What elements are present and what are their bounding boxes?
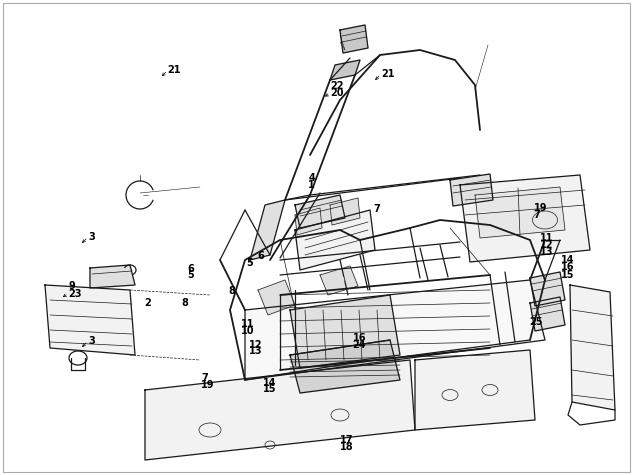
Text: 5: 5 (187, 270, 194, 281)
Text: 14: 14 (263, 378, 276, 388)
Polygon shape (340, 25, 368, 53)
Polygon shape (570, 285, 615, 410)
Polygon shape (530, 297, 565, 331)
Polygon shape (415, 350, 535, 430)
Text: 3: 3 (88, 336, 95, 346)
Text: 25: 25 (529, 317, 542, 327)
Polygon shape (145, 360, 415, 460)
Text: 18: 18 (340, 442, 354, 453)
Text: 9: 9 (68, 281, 75, 292)
Text: 17: 17 (340, 435, 353, 446)
Text: 13: 13 (249, 346, 262, 357)
Text: 24: 24 (353, 340, 366, 350)
Text: 15: 15 (263, 384, 276, 395)
Text: 19: 19 (534, 202, 547, 213)
Text: 21: 21 (381, 69, 394, 79)
Polygon shape (460, 175, 590, 262)
Text: 7: 7 (373, 204, 380, 214)
Text: 15: 15 (561, 269, 574, 280)
Text: 4: 4 (308, 173, 315, 183)
Polygon shape (320, 266, 358, 295)
Text: 12: 12 (249, 340, 262, 350)
Polygon shape (295, 195, 345, 228)
Text: 23: 23 (68, 288, 82, 299)
Polygon shape (45, 285, 135, 355)
Polygon shape (258, 280, 295, 315)
Text: 6: 6 (187, 264, 194, 274)
Text: 21: 21 (168, 65, 181, 76)
Polygon shape (530, 272, 565, 306)
Circle shape (271, 291, 279, 299)
Text: 10: 10 (241, 325, 254, 336)
Text: 11: 11 (241, 319, 254, 329)
Text: 20: 20 (330, 88, 344, 98)
Polygon shape (450, 174, 493, 206)
Polygon shape (90, 265, 135, 288)
Polygon shape (475, 187, 565, 238)
Text: 7: 7 (201, 372, 208, 383)
Polygon shape (295, 210, 375, 270)
Text: 3: 3 (88, 232, 95, 242)
Text: 8: 8 (228, 285, 235, 296)
Text: 6: 6 (258, 250, 265, 261)
Text: 13: 13 (540, 247, 553, 257)
Text: 16: 16 (561, 262, 574, 272)
Text: 8: 8 (181, 297, 188, 308)
Polygon shape (295, 208, 322, 235)
Polygon shape (245, 280, 545, 380)
Polygon shape (250, 200, 285, 260)
Text: 1: 1 (308, 180, 315, 190)
Text: 11: 11 (540, 233, 553, 243)
Text: 19: 19 (201, 380, 215, 390)
Text: 12: 12 (540, 240, 553, 250)
Polygon shape (290, 340, 400, 393)
Circle shape (336, 276, 344, 284)
Polygon shape (290, 295, 400, 368)
Text: 7: 7 (534, 209, 541, 220)
Polygon shape (330, 198, 360, 225)
Text: 5: 5 (246, 257, 253, 268)
Text: 14: 14 (561, 255, 574, 265)
Text: 2: 2 (144, 297, 151, 308)
Text: 16: 16 (353, 332, 366, 343)
Polygon shape (330, 60, 360, 80)
Text: 22: 22 (330, 81, 344, 91)
